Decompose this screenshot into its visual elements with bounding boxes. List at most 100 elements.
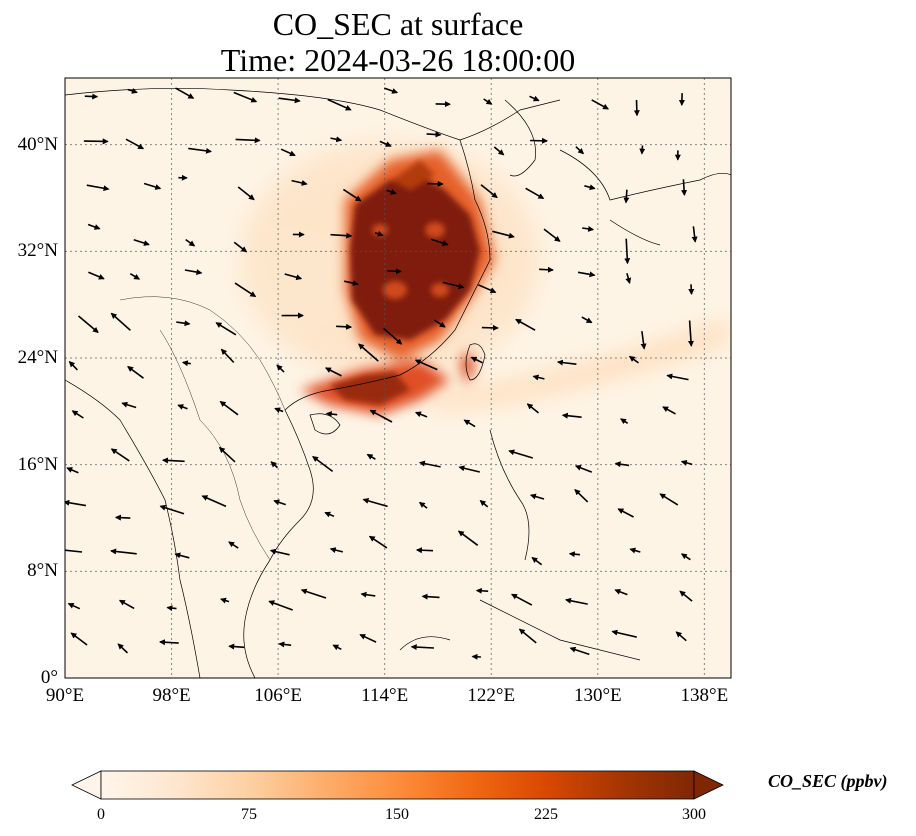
wind-arrow <box>219 400 239 416</box>
wind-arrow <box>483 98 493 105</box>
lat-tick-label: 0° <box>40 667 58 688</box>
lat-tick-label: 8°N <box>27 560 58 582</box>
wind-arrow <box>88 271 105 280</box>
wind-arrow <box>233 91 258 103</box>
wind-arrow <box>569 646 590 656</box>
wind-arrow <box>584 184 596 191</box>
wind-arrow <box>574 489 589 503</box>
wind-arrow <box>329 547 343 554</box>
wind-arrow <box>691 226 698 243</box>
colorbar-extend-low <box>71 770 102 800</box>
wind-arrow <box>418 460 441 468</box>
wind-arrow <box>274 407 284 414</box>
wind-arrow <box>680 553 691 561</box>
wind-arrow <box>415 547 434 554</box>
wind-arrow <box>539 266 554 273</box>
wind-arrow <box>127 365 144 379</box>
colorbar-extend-high <box>693 770 724 800</box>
wind-arrow <box>442 281 465 290</box>
wind-arrow <box>360 591 376 598</box>
wind-arrow <box>143 182 162 190</box>
wind-arrow <box>269 548 290 556</box>
wind-arrow <box>117 643 129 654</box>
wind-arrow <box>312 455 334 473</box>
wind-arrow <box>620 418 629 425</box>
wind-arrow <box>629 547 641 554</box>
lon-tick-label: 130°E <box>573 685 622 706</box>
wind-arrow <box>188 147 212 154</box>
wind-arrow <box>162 457 185 464</box>
wind-arrow <box>358 343 379 362</box>
wind-arrow <box>234 282 257 298</box>
wind-arrow <box>118 599 135 610</box>
wind-arrow <box>493 146 505 156</box>
wind-arrow <box>159 504 185 515</box>
wind-arrow <box>470 356 483 364</box>
wind-arrow <box>659 493 679 506</box>
wind-arrow <box>233 241 248 253</box>
wind-arrow <box>529 95 540 102</box>
wind-arrow <box>463 419 476 428</box>
wind-arrow <box>430 238 449 246</box>
wind-arrow <box>662 406 676 415</box>
wind-arrow <box>518 628 537 644</box>
lat-tick-label: 16°N <box>17 453 58 475</box>
wind-arrow <box>284 273 303 281</box>
wind-arrow <box>342 188 362 202</box>
borders <box>119 296 286 561</box>
wind-arrow <box>220 348 235 364</box>
wind-arrow <box>384 87 399 94</box>
wind-arrow <box>324 511 335 518</box>
lat-tick-label: 32°N <box>17 240 58 262</box>
wind-arrow <box>84 93 99 100</box>
wind-arrow <box>166 605 177 612</box>
wind-arrow <box>614 588 628 596</box>
wind-vectors <box>65 87 698 660</box>
wind-arrow <box>565 597 588 605</box>
wind-arrow <box>330 232 353 239</box>
wind-arrow <box>220 597 230 604</box>
wind-arrow <box>414 359 438 371</box>
wind-arrow <box>543 228 561 242</box>
wind-arrow <box>617 508 634 518</box>
wind-arrow <box>325 367 342 377</box>
wind-arrow <box>110 312 131 331</box>
wind-arrow <box>418 501 428 509</box>
lat-tick-label: 24°N <box>17 347 58 368</box>
wind-arrow <box>228 643 245 650</box>
wind-arrow <box>575 146 585 155</box>
co-plume-patches <box>372 222 449 299</box>
wind-arrow <box>330 136 343 143</box>
colorbar-tick-150: 150 <box>385 806 409 823</box>
wind-arrow <box>215 322 237 336</box>
wind-arrow <box>278 641 292 648</box>
colorbar-body <box>100 770 695 800</box>
wind-arrow <box>511 593 533 606</box>
wind-arrow <box>125 138 145 150</box>
lon-tick-label: 90°E <box>45 685 85 706</box>
wind-arrow <box>181 360 191 367</box>
wind-arrow <box>366 453 376 460</box>
wind-arrow <box>458 465 480 473</box>
wind-arrow <box>680 459 693 466</box>
map-timestamp: Time: 2024-03-26 18:00:00 <box>220 42 576 78</box>
wind-arrow <box>582 225 595 232</box>
wind-arrow <box>185 238 196 247</box>
wind-arrow <box>687 320 694 347</box>
wind-arrow <box>336 323 353 330</box>
wind-arrow <box>65 549 83 553</box>
wind-arrow <box>640 331 647 350</box>
map-frame <box>64 77 732 679</box>
wind-arrow <box>383 327 403 345</box>
wind-arrow <box>87 223 101 230</box>
wind-arrow <box>379 140 392 147</box>
wind-arrow <box>129 273 141 280</box>
wind-arrow <box>581 316 593 324</box>
colorbar-tick-225: 225 <box>534 806 558 823</box>
wind-arrow <box>611 629 637 638</box>
wind-arrow <box>359 633 377 643</box>
wind-arrow <box>526 403 540 414</box>
wind-arrow <box>529 493 545 500</box>
wind-arrow <box>480 184 498 199</box>
wind-arrow <box>280 148 296 157</box>
